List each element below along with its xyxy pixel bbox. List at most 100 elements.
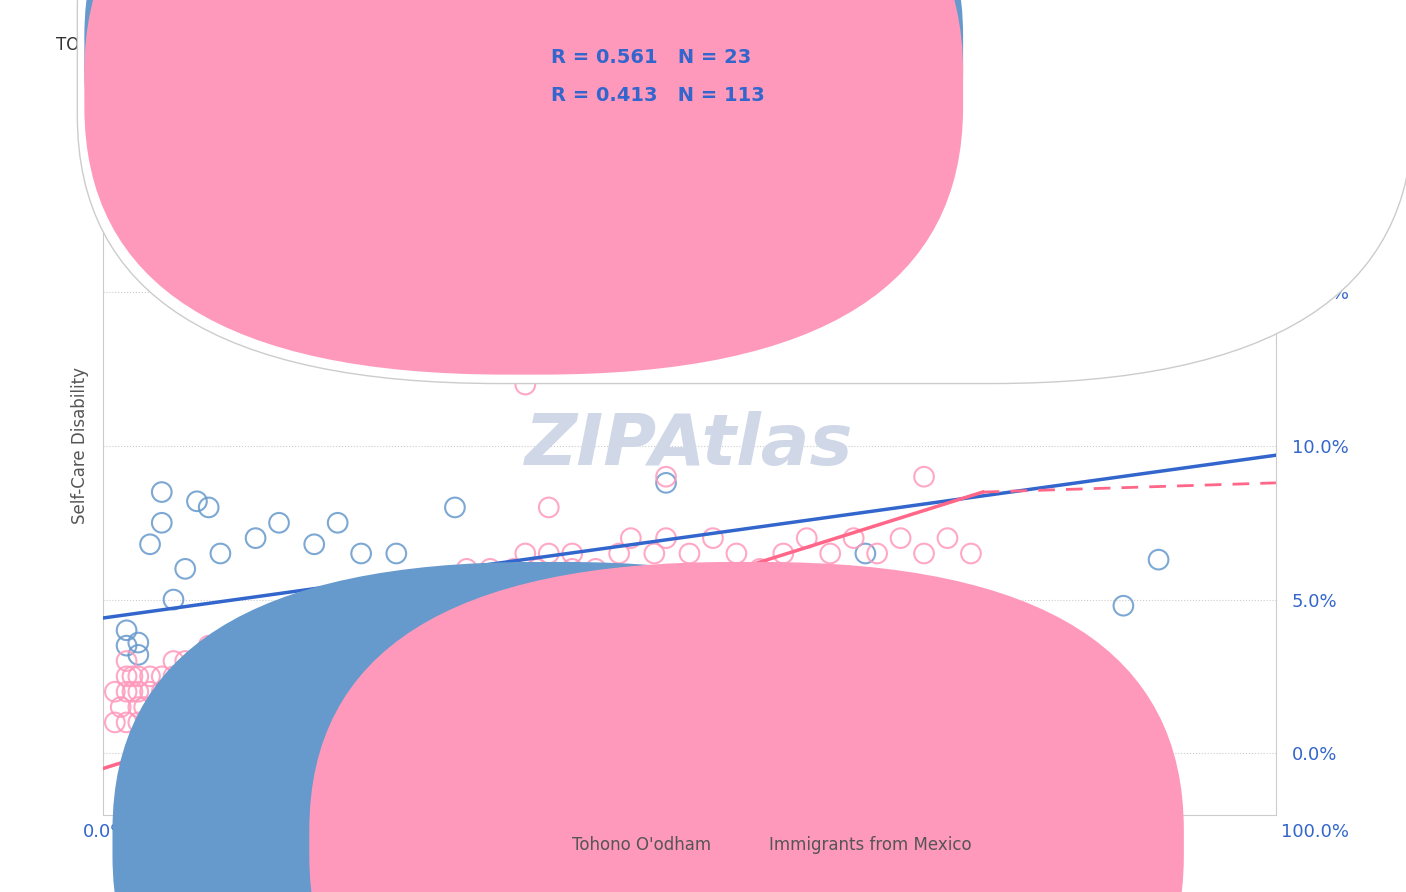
Point xyxy=(620,347,643,361)
Point xyxy=(127,635,149,649)
Point xyxy=(420,639,443,653)
Point xyxy=(162,669,184,683)
Point xyxy=(818,347,841,361)
Point xyxy=(890,254,912,268)
Point xyxy=(467,577,489,591)
Point xyxy=(221,700,243,714)
Point xyxy=(502,562,524,576)
Point xyxy=(127,648,149,662)
Point xyxy=(655,531,678,545)
Point xyxy=(267,624,290,638)
Point xyxy=(186,715,208,730)
Point xyxy=(374,654,396,668)
Point xyxy=(818,547,841,561)
Point xyxy=(444,500,467,515)
Point xyxy=(655,475,678,490)
Point xyxy=(197,500,219,515)
Point xyxy=(115,624,138,638)
Text: 0.0%: 0.0% xyxy=(83,822,128,840)
Point xyxy=(302,669,325,683)
Point xyxy=(890,531,912,545)
Point xyxy=(866,547,889,561)
Point xyxy=(267,639,290,653)
Point xyxy=(350,607,373,622)
Point xyxy=(150,684,173,698)
Point xyxy=(420,577,443,591)
Point xyxy=(115,684,138,698)
Point xyxy=(115,669,138,683)
Point xyxy=(855,547,877,561)
Point xyxy=(339,592,361,607)
Point xyxy=(127,684,149,698)
Point xyxy=(444,654,467,668)
Point xyxy=(302,607,325,622)
Y-axis label: Self-Care Disability: Self-Care Disability xyxy=(72,368,89,524)
Point xyxy=(139,669,162,683)
Point xyxy=(245,531,267,545)
Point xyxy=(326,516,349,530)
Point xyxy=(139,684,162,698)
Point xyxy=(409,592,432,607)
Point xyxy=(678,547,700,561)
Point xyxy=(772,547,794,561)
Point xyxy=(796,531,818,545)
Point xyxy=(456,562,478,576)
Point xyxy=(197,639,219,653)
Point xyxy=(912,547,935,561)
Point xyxy=(291,607,314,622)
Point xyxy=(280,684,302,698)
Point xyxy=(643,547,665,561)
Text: Source: ZipAtlas.com: Source: ZipAtlas.com xyxy=(1202,36,1350,50)
Point xyxy=(585,562,607,576)
Point xyxy=(121,684,143,698)
Point xyxy=(936,531,959,545)
Point xyxy=(420,607,443,622)
Point xyxy=(139,537,162,551)
Point xyxy=(186,654,208,668)
Text: Immigrants from Mexico: Immigrants from Mexico xyxy=(769,836,972,854)
Point xyxy=(936,624,959,638)
Point xyxy=(960,654,983,668)
Point xyxy=(960,547,983,561)
Point xyxy=(1112,599,1135,613)
Point xyxy=(350,547,373,561)
Point xyxy=(245,684,267,698)
Point xyxy=(326,607,349,622)
Point xyxy=(115,654,138,668)
Point xyxy=(162,715,184,730)
Point xyxy=(209,654,232,668)
Point xyxy=(209,684,232,698)
Point xyxy=(748,562,770,576)
Point xyxy=(491,654,513,668)
Text: 100.0%: 100.0% xyxy=(1281,822,1348,840)
Point xyxy=(561,592,583,607)
Text: R = 0.413   N = 113: R = 0.413 N = 113 xyxy=(551,86,765,105)
Point xyxy=(385,547,408,561)
Point xyxy=(396,577,419,591)
Point xyxy=(127,669,149,683)
Point xyxy=(361,592,384,607)
Point xyxy=(186,494,208,508)
Point xyxy=(256,639,278,653)
Point xyxy=(444,624,467,638)
Point xyxy=(162,654,184,668)
Point xyxy=(561,547,583,561)
Point xyxy=(537,500,560,515)
Point xyxy=(607,547,630,561)
Point xyxy=(444,577,467,591)
Point xyxy=(197,715,219,730)
Point xyxy=(150,669,173,683)
Point xyxy=(1147,552,1170,566)
Point xyxy=(491,577,513,591)
Point xyxy=(315,624,337,638)
Point xyxy=(537,547,560,561)
Point xyxy=(256,624,278,638)
Point xyxy=(221,654,243,668)
Point xyxy=(267,669,290,683)
Point xyxy=(150,516,173,530)
Point xyxy=(479,562,502,576)
Point xyxy=(350,639,373,653)
Point xyxy=(209,639,232,653)
Point xyxy=(467,639,489,653)
Point xyxy=(374,607,396,622)
